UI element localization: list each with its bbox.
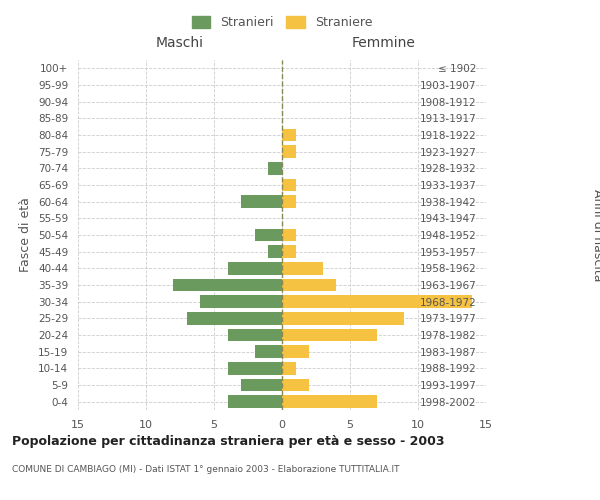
Bar <box>255 346 282 358</box>
Legend: Stranieri, Straniere: Stranieri, Straniere <box>187 11 377 34</box>
Text: Femmine: Femmine <box>352 36 416 50</box>
Text: COMUNE DI CAMBIAGO (MI) - Dati ISTAT 1° gennaio 2003 - Elaborazione TUTTITALIA.I: COMUNE DI CAMBIAGO (MI) - Dati ISTAT 1° … <box>12 465 400 474</box>
Bar <box>282 279 337 291</box>
Bar <box>227 262 282 274</box>
Bar <box>241 379 282 391</box>
Bar <box>200 296 282 308</box>
Y-axis label: Fasce di età: Fasce di età <box>19 198 32 272</box>
Bar <box>282 329 377 341</box>
Bar <box>282 312 404 324</box>
Bar <box>282 246 296 258</box>
Bar <box>282 196 296 208</box>
Bar <box>282 296 472 308</box>
Bar <box>282 362 296 374</box>
Bar <box>255 229 282 241</box>
Bar <box>282 262 323 274</box>
Text: Anni di nascita: Anni di nascita <box>590 188 600 281</box>
Bar <box>173 279 282 291</box>
Bar <box>268 162 282 174</box>
Bar <box>282 179 296 192</box>
Bar <box>282 229 296 241</box>
Bar <box>282 379 309 391</box>
Bar <box>282 129 296 141</box>
Bar <box>241 196 282 208</box>
Bar <box>282 346 309 358</box>
Bar <box>268 246 282 258</box>
Bar <box>187 312 282 324</box>
Text: Popolazione per cittadinanza straniera per età e sesso - 2003: Popolazione per cittadinanza straniera p… <box>12 435 445 448</box>
Bar <box>227 396 282 408</box>
Bar <box>282 146 296 158</box>
Bar <box>282 396 377 408</box>
Text: Maschi: Maschi <box>156 36 204 50</box>
Bar <box>227 362 282 374</box>
Bar <box>227 329 282 341</box>
